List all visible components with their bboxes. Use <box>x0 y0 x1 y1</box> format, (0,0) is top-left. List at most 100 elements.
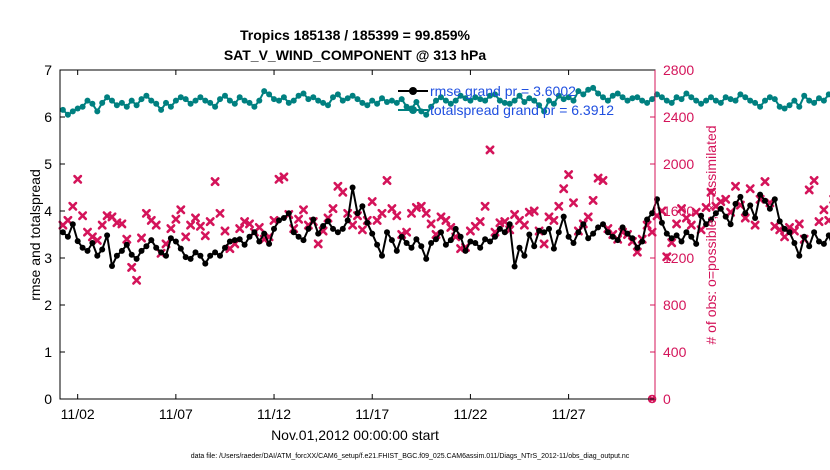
totalspread-point <box>148 97 155 104</box>
totalspread-point <box>290 97 297 104</box>
obs-assimilated-point <box>205 217 215 227</box>
obs-assimilated-point <box>416 201 426 211</box>
legend-rmse-marker <box>409 87 417 95</box>
rmse-point <box>590 230 597 237</box>
obs-assimilated-point <box>549 215 559 225</box>
totalspread-point <box>820 97 827 104</box>
rmse-point <box>791 240 798 246</box>
rmse-point <box>310 216 317 223</box>
totalspread-point <box>771 96 778 103</box>
totalspread-point <box>639 97 646 104</box>
totalspread-point <box>123 103 130 110</box>
totalspread-point <box>177 94 184 101</box>
totalspread-point <box>600 94 606 101</box>
totalspread-point <box>629 95 636 102</box>
obs-assimilated-point <box>348 220 358 230</box>
totalspread-point <box>511 97 518 104</box>
totalspread-point <box>452 97 459 104</box>
rmse-point <box>570 240 577 246</box>
totalspread-point <box>315 97 322 104</box>
obs-assimilated-point <box>426 219 436 229</box>
rmse-point <box>649 210 656 217</box>
totalspread-point <box>158 106 165 113</box>
rmse-point <box>423 255 430 262</box>
x-tick-label: 11/22 <box>453 406 487 422</box>
rmse-point <box>315 230 322 237</box>
totalspread-point <box>280 94 287 101</box>
obs-assimilated-point <box>357 225 367 235</box>
obs-assimilated-point <box>176 205 186 215</box>
obs-assimilated-point <box>564 170 574 180</box>
totalspread-point <box>526 95 533 102</box>
totalspread-point <box>722 94 729 101</box>
y-axis-label-right: # of obs: o=possible; ×=assimilated <box>703 125 719 344</box>
rmse-point <box>501 229 508 236</box>
totalspread-point <box>339 97 346 104</box>
totalspread-point <box>261 88 268 95</box>
totalspread-point <box>781 105 788 112</box>
obs-assimilated-point <box>480 201 490 211</box>
obs-assimilated-point <box>583 212 593 222</box>
rmse-point <box>123 241 130 248</box>
totalspread-point <box>187 100 194 107</box>
rmse-point <box>133 255 140 262</box>
rmse-point <box>752 215 759 221</box>
obs-assimilated-point <box>819 205 829 215</box>
obs-assimilated-point <box>274 174 284 184</box>
y-tick-label-right: 2800 <box>663 62 694 78</box>
rmse-point <box>231 237 238 244</box>
rmse-point <box>428 240 435 246</box>
obs-assimilated-point <box>632 247 642 257</box>
obs-assimilated-point <box>686 220 696 230</box>
rmse-point <box>634 244 641 251</box>
totalspread-point <box>683 90 690 97</box>
totalspread-point <box>531 97 538 104</box>
totalspread-point <box>614 90 621 97</box>
totalspread-point <box>143 92 150 99</box>
rmse-point <box>516 244 523 251</box>
rmse-point <box>290 229 297 236</box>
totalspread-point <box>550 100 557 107</box>
totalspread-point <box>89 100 96 107</box>
totalspread-point <box>192 97 199 104</box>
y-tick-label-right: 400 <box>663 344 687 360</box>
totalspread-point <box>320 99 327 106</box>
totalspread-point <box>580 91 587 98</box>
obs-assimilated-point <box>387 204 397 214</box>
obs-assimilated-point <box>750 220 760 230</box>
totalspread-point <box>182 96 189 103</box>
rmse-point <box>408 244 415 251</box>
rmse-point <box>266 240 273 247</box>
rmse-point <box>320 223 327 229</box>
rmse-point <box>678 238 685 245</box>
totalspread-point <box>241 97 248 104</box>
rmse-point <box>330 225 336 232</box>
obs-assimilated-point <box>195 221 205 231</box>
totalspread-point <box>369 97 376 104</box>
obs-assimilated-point <box>191 213 200 223</box>
totalspread-point <box>634 94 641 101</box>
rmse-point <box>526 231 533 238</box>
obs-assimilated-point <box>117 219 127 229</box>
obs-assimilated-point <box>294 214 304 224</box>
rmse-point <box>708 216 714 223</box>
totalspread-point <box>477 96 484 103</box>
totalspread-point <box>737 91 744 98</box>
obs-assimilated-point <box>372 215 382 225</box>
totalspread-point <box>433 97 439 104</box>
totalspread-point <box>79 103 86 110</box>
totalspread-point <box>658 94 665 101</box>
rmse-point <box>727 221 734 228</box>
obs-assimilated-point <box>701 203 711 212</box>
totalspread-point <box>521 99 528 105</box>
totalspread-point <box>84 97 91 104</box>
obs-assimilated-point <box>279 172 289 182</box>
rmse-point <box>546 225 552 232</box>
plot-background <box>60 70 655 399</box>
rmse-point <box>300 237 307 244</box>
plot-area: 11/02 11/07 11/12 11/17 11/22 11/27 0 1 2 3 4 5 6 7 0 4… <box>44 62 830 422</box>
obs-assimilated-point <box>240 217 250 227</box>
rmse-point <box>74 238 81 245</box>
rmse-point <box>280 215 287 221</box>
obs-assimilated-point <box>151 220 161 230</box>
